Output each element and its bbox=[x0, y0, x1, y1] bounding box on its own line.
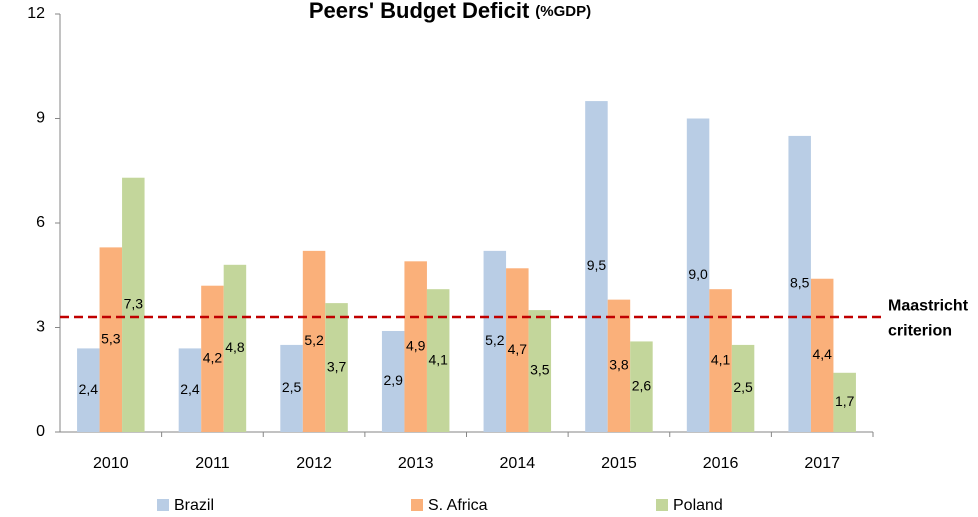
bar bbox=[833, 372, 856, 432]
data-label: 3,8 bbox=[609, 357, 629, 373]
x-tick-label: 2015 bbox=[601, 455, 637, 472]
bar bbox=[426, 289, 450, 432]
data-label: 4,4 bbox=[812, 346, 832, 362]
data-label: 8,5 bbox=[790, 275, 810, 291]
data-label: 9,0 bbox=[688, 266, 708, 282]
bar bbox=[302, 250, 326, 432]
bar bbox=[686, 118, 710, 432]
data-label: 2,5 bbox=[733, 379, 753, 395]
legend-swatch bbox=[157, 499, 169, 511]
y-tick-label: 3 bbox=[36, 319, 45, 336]
data-label: 3,7 bbox=[327, 358, 347, 374]
bar bbox=[731, 344, 755, 432]
data-label: 2,4 bbox=[79, 381, 99, 397]
x-tick-label: 2014 bbox=[500, 455, 536, 472]
bar bbox=[77, 348, 100, 432]
reference-label: Maastricht bbox=[888, 297, 969, 314]
data-label: 4,1 bbox=[711, 351, 731, 367]
data-label: 4,2 bbox=[203, 350, 223, 366]
bar bbox=[788, 135, 811, 432]
bar bbox=[381, 330, 405, 432]
data-label: 2,5 bbox=[282, 379, 302, 395]
chart-title: Peers' Budget Deficit (%GDP) bbox=[309, 0, 591, 23]
y-tick-label: 9 bbox=[36, 110, 45, 127]
x-tick-label: 2016 bbox=[703, 455, 739, 472]
reference-label: criterion bbox=[888, 322, 952, 339]
y-tick-label: 6 bbox=[36, 214, 45, 231]
data-label: 7,3 bbox=[124, 296, 144, 312]
bar bbox=[630, 341, 653, 432]
x-tick-label: 2012 bbox=[296, 455, 332, 472]
data-label: 5,2 bbox=[485, 332, 505, 348]
subtitle: (%GDP) bbox=[535, 3, 591, 20]
data-label: 4,8 bbox=[225, 339, 245, 355]
legend-swatch bbox=[656, 499, 668, 511]
y-tick-label: 12 bbox=[27, 5, 45, 22]
x-tick-label: 2013 bbox=[398, 455, 434, 472]
legend-label: Brazil bbox=[174, 497, 214, 514]
bar bbox=[528, 310, 552, 432]
data-label: 3,5 bbox=[530, 362, 550, 378]
bar bbox=[122, 177, 145, 432]
bar bbox=[99, 247, 123, 432]
data-label: 5,2 bbox=[304, 332, 324, 348]
x-tick-label: 2010 bbox=[93, 455, 129, 472]
bar bbox=[280, 344, 303, 432]
bar bbox=[483, 250, 507, 432]
x-tick-label: 2017 bbox=[804, 455, 840, 472]
bar bbox=[506, 268, 529, 432]
y-tick-label: 0 bbox=[36, 423, 45, 440]
legend-swatch bbox=[411, 499, 423, 511]
bar bbox=[607, 299, 631, 432]
bar bbox=[223, 264, 247, 432]
bar bbox=[325, 303, 348, 432]
data-label: 2,4 bbox=[180, 381, 200, 397]
data-label: 1,7 bbox=[835, 393, 855, 409]
data-label: 5,3 bbox=[101, 330, 121, 346]
data-label: 9,5 bbox=[587, 257, 607, 273]
bar bbox=[178, 348, 202, 432]
legend-label: S. Africa bbox=[428, 497, 488, 514]
legend-label: Poland bbox=[673, 497, 723, 514]
title: Peers' Budget Deficit bbox=[309, 0, 530, 23]
x-tick-label: 2011 bbox=[195, 455, 230, 472]
data-label: 4,9 bbox=[406, 337, 426, 353]
bar bbox=[201, 285, 224, 432]
bar bbox=[404, 261, 427, 432]
data-label: 2,9 bbox=[383, 372, 403, 388]
bar bbox=[585, 101, 608, 432]
data-label: 2,6 bbox=[632, 377, 652, 393]
data-label: 4,1 bbox=[428, 351, 448, 367]
bar bbox=[709, 289, 732, 432]
data-label: 4,7 bbox=[508, 341, 528, 357]
